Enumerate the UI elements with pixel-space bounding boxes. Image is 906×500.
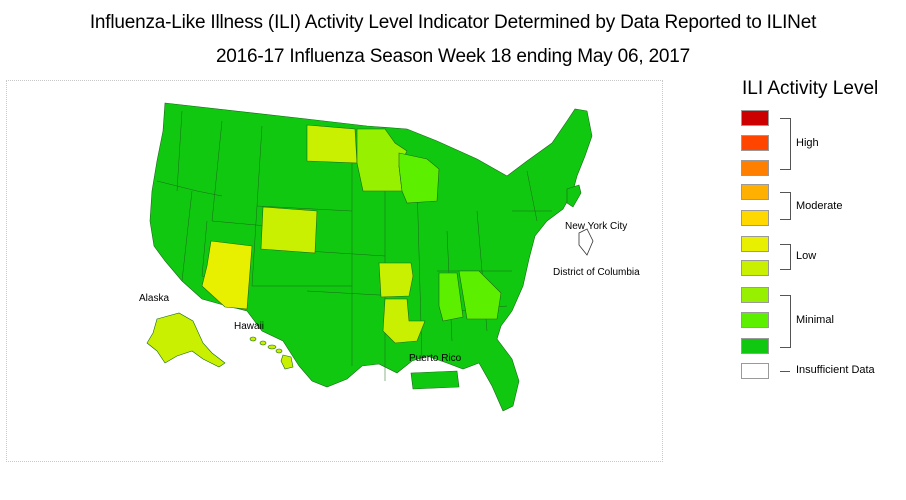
us-map (146, 102, 594, 412)
region-district-of-columbia[interactable] (578, 228, 594, 256)
legend-label-minimal: Minimal (796, 314, 834, 326)
legend-swatch-level-0 (741, 363, 769, 379)
state-colorado[interactable] (260, 206, 318, 254)
legend-tick-insufficient (780, 371, 790, 372)
legend-swatch-level-9 (741, 135, 769, 151)
legend-title: ILI Activity Level (742, 78, 879, 99)
legend-bracket-minimal (780, 295, 791, 348)
district-of-columbia-label: District of Columbia (553, 267, 640, 278)
page-title: Influenza-Like Illness (ILI) Activity Le… (89, 12, 817, 33)
legend-swatch-level-4 (741, 260, 769, 276)
state-louisiana[interactable] (382, 298, 426, 344)
legend-swatch-level-8 (741, 160, 769, 176)
state-north-dakota[interactable] (306, 124, 358, 164)
new-york-city-label: New York City (565, 221, 628, 232)
legend-label-high: High (796, 137, 819, 149)
legend-label-low: Low (796, 250, 817, 262)
legend-swatch-level-7 (741, 184, 769, 200)
legend-swatch-level-5 (741, 236, 769, 252)
page-subtitle: 2016-17 Influenza Season Week 18 ending … (215, 46, 691, 67)
legend-label-insufficient: Insufficient Data (796, 364, 875, 376)
state-arkansas[interactable] (378, 262, 414, 298)
state-georgia[interactable] (458, 270, 502, 320)
legend-swatch-level-10 (741, 110, 769, 126)
legend-swatch-level-3 (741, 287, 769, 303)
legend-bracket-low (780, 244, 791, 270)
state-wisconsin[interactable] (398, 152, 440, 204)
legend-bracket-high (780, 118, 791, 170)
legend-swatch-level-6 (741, 210, 769, 226)
map-frame: New York City District of Columbia Alask… (6, 80, 663, 462)
puerto-rico-label: Puerto Rico (409, 353, 462, 364)
hawaii-label: Hawaii (234, 321, 265, 332)
state-hawaii[interactable] (249, 336, 294, 370)
state-alabama[interactable] (438, 272, 464, 322)
state-alaska[interactable] (146, 312, 226, 368)
alaska-label: Alaska (139, 293, 170, 304)
legend-label-moderate: Moderate (796, 200, 843, 212)
legend-swatch-level-1 (741, 338, 769, 354)
region-new-york-city[interactable] (566, 184, 582, 208)
legend-bracket-moderate (780, 192, 791, 220)
state-arizona[interactable] (201, 240, 253, 310)
legend-swatch-level-2 (741, 312, 769, 328)
territory-puerto-rico[interactable] (410, 370, 460, 390)
